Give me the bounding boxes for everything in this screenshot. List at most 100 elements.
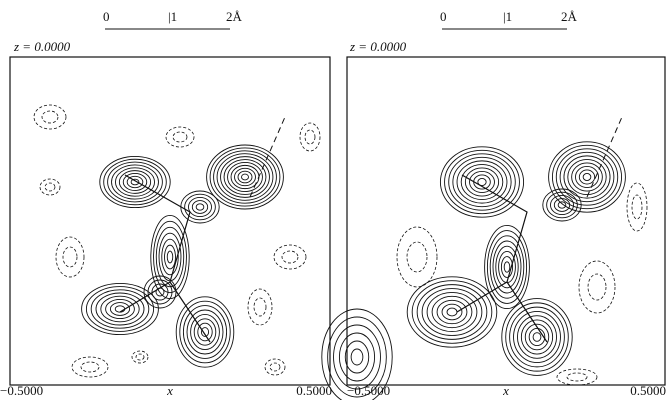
dashed-bond (249, 116, 286, 198)
contour (469, 170, 495, 194)
contour (186, 309, 224, 355)
map-frame (9, 56, 331, 386)
contour (164, 244, 176, 270)
negative-contour (578, 260, 616, 314)
negative-contour (253, 297, 267, 317)
contour (555, 148, 619, 206)
contour (344, 340, 370, 374)
negative-contour (626, 182, 648, 232)
contour (563, 155, 611, 199)
panel: 0 |1 2Å z = 0.0000 −0.5000 x 0.5000 (321, 9, 666, 400)
contour (532, 332, 542, 342)
contour (448, 153, 516, 211)
negative-contour (62, 246, 78, 268)
contour (575, 165, 599, 189)
negative-contour (135, 353, 145, 361)
negative-contour (71, 356, 109, 378)
contour (477, 178, 487, 186)
contour (155, 226, 185, 288)
negative-contour (396, 226, 438, 288)
contour (209, 147, 281, 207)
negative-contour (165, 126, 195, 148)
scale-label: |1 (168, 9, 177, 24)
contour (195, 203, 205, 211)
contour (241, 173, 249, 181)
contour (81, 282, 159, 336)
contour (327, 316, 387, 398)
contour (501, 298, 573, 376)
contour (182, 305, 228, 359)
negative-contour (33, 104, 67, 130)
contour (505, 302, 569, 372)
bond-path (456, 174, 528, 313)
contour (151, 283, 169, 301)
contour (553, 198, 571, 212)
contour (161, 238, 179, 276)
contour (190, 313, 220, 351)
x-max-label: 0.5000 (296, 383, 332, 398)
contour (111, 164, 159, 200)
contour (484, 224, 530, 310)
negative-contour (631, 194, 643, 220)
contour (495, 245, 519, 289)
contour (321, 308, 393, 400)
contour (426, 291, 478, 333)
negative-contour (247, 288, 273, 326)
contour (338, 332, 376, 382)
negative-contour (587, 273, 607, 301)
z-label: z = 0.0000 (349, 39, 407, 54)
contour (582, 173, 592, 181)
contour (193, 318, 217, 346)
negative-contour (172, 131, 188, 143)
contour (105, 298, 135, 320)
contour (444, 149, 520, 215)
contour (546, 191, 578, 219)
negative-contour (39, 178, 61, 196)
contour (118, 170, 152, 194)
contour (114, 305, 126, 313)
x-axis-label: x (166, 383, 173, 398)
contour (130, 178, 140, 186)
contour (503, 261, 511, 273)
contour (516, 315, 558, 359)
contour (184, 193, 216, 221)
negative-contour (273, 244, 307, 270)
contour (103, 158, 167, 206)
x-max-label: 0.5000 (630, 383, 666, 398)
contour (528, 328, 546, 346)
contour (557, 201, 567, 209)
contour (439, 146, 525, 218)
contour (421, 288, 483, 336)
contour (500, 256, 514, 278)
panel: 0 |1 2Å z = 0.0000 −0.5000 x 0.5000 (0, 9, 332, 398)
contour (489, 235, 525, 299)
negative-contour (281, 250, 299, 264)
contour (550, 194, 574, 216)
negative-contour (406, 241, 428, 273)
negative-contour (566, 372, 588, 382)
contour (456, 160, 508, 204)
bond-path (506, 281, 548, 343)
contour (166, 250, 174, 264)
contour (153, 220, 187, 294)
contour (180, 190, 220, 224)
scale-label: 2Å (226, 9, 243, 24)
contour (107, 161, 163, 203)
contour (220, 156, 270, 198)
negative-contour (55, 236, 85, 278)
z-label: z = 0.0000 (13, 39, 71, 54)
map-frame (346, 56, 666, 386)
negative-contour (80, 361, 100, 373)
contour (234, 167, 256, 187)
contour (216, 153, 274, 201)
contour (95, 292, 145, 326)
scale-label: 0 (440, 9, 447, 24)
contour (548, 141, 626, 213)
contour (441, 303, 463, 321)
contour (571, 162, 603, 192)
scale-label: 0 (103, 9, 110, 24)
dashed-bond (586, 116, 623, 198)
contour (188, 196, 212, 218)
contour (114, 167, 156, 197)
